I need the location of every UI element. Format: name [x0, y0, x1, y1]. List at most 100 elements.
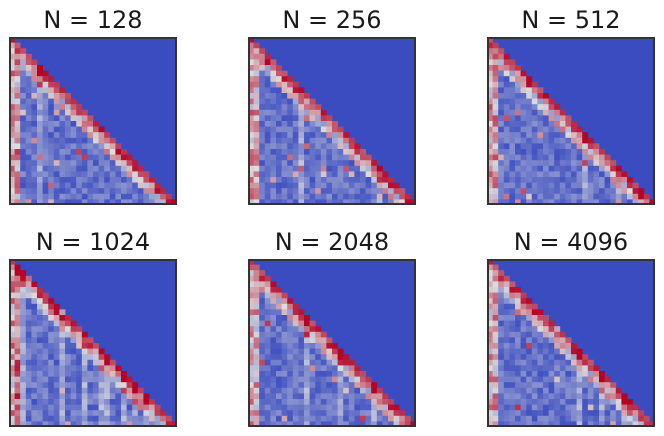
heatmap-cell: [281, 87, 288, 94]
heatmap-cell: [37, 410, 43, 417]
heatmap-cell: [98, 365, 105, 372]
heatmap-cell: [326, 143, 333, 150]
heatmap-cell: [348, 193, 355, 200]
heatmap-cell: [354, 182, 361, 189]
heatmap-cell: [292, 137, 299, 144]
heatmap-cell: [604, 387, 611, 394]
heatmap-cell: [259, 387, 266, 394]
heatmap-cell: [20, 149, 27, 155]
heatmap-cell: [509, 165, 516, 172]
heatmap-cell: [503, 371, 510, 377]
heatmap-cell: [14, 93, 21, 99]
heatmap-cell: [253, 281, 260, 288]
heatmap-cell: [287, 188, 294, 195]
heatmap-cell: [276, 126, 282, 133]
heatmap-cell: [248, 177, 254, 183]
heatmap-cell: [492, 287, 499, 293]
heatmap-cell: [253, 410, 260, 417]
heatmap-cell: [565, 188, 572, 195]
heatmap-cell: [98, 132, 105, 139]
heatmap-cell: [304, 98, 310, 105]
heatmap-cell: [543, 365, 549, 372]
heatmap-cell: [526, 309, 533, 316]
heatmap-cell: [281, 149, 288, 155]
heatmap-cell: [320, 387, 327, 394]
heatmap-cell: [253, 53, 260, 60]
heatmap-cell: [487, 171, 493, 178]
heatmap-cell: [264, 382, 271, 389]
heatmap-cell: [253, 160, 260, 167]
heatmap-cell: [65, 343, 71, 349]
heatmap-cell: [9, 171, 15, 178]
heatmap-cell: [320, 149, 327, 155]
heatmap-cell: [515, 326, 521, 333]
heatmap-cell: [53, 132, 60, 139]
heatmap-cell: [509, 348, 516, 355]
heatmap-cell: [515, 399, 521, 405]
heatmap-cell: [576, 404, 583, 411]
heatmap-cell: [576, 348, 583, 355]
heatmap-cell: [571, 165, 577, 172]
heatmap-cell: [537, 320, 544, 327]
heatmap-cell: [20, 399, 27, 405]
heatmap-cell: [70, 354, 77, 361]
heatmap-cell: [270, 87, 277, 94]
heatmap-cell: [281, 393, 288, 400]
heatmap-cell: [309, 126, 316, 133]
heatmap-cell: [143, 199, 150, 205]
heatmap-cell: [565, 387, 572, 394]
heatmap-cell: [537, 337, 544, 344]
heatmap-cell: [554, 199, 561, 205]
heatmap-cell: [343, 160, 350, 167]
heatmap-cell: [132, 165, 139, 172]
heatmap-cell: [31, 287, 38, 293]
heatmap-cell: [304, 399, 310, 405]
heatmap-cell: [565, 199, 572, 205]
heatmap-cell: [65, 376, 71, 383]
heatmap-cell: [9, 188, 15, 195]
heatmap-cell: [587, 382, 594, 389]
heatmap-plot: [248, 37, 416, 205]
heatmap-cell: [348, 143, 355, 150]
heatmap-cell: [503, 98, 510, 105]
heatmap-cell: [343, 149, 350, 155]
heatmap-cell: [332, 415, 338, 422]
heatmap-cell: [87, 365, 94, 372]
heatmap-cell: [554, 331, 561, 338]
heatmap-cell: [531, 165, 538, 172]
heatmap-cell: [287, 359, 294, 366]
heatmap-cell: [59, 154, 66, 161]
heatmap-cell: [42, 421, 49, 427]
heatmap-cell: [14, 87, 21, 94]
heatmap-cell: [565, 393, 572, 400]
heatmap-cell: [587, 359, 594, 366]
heatmap-cell: [276, 87, 282, 94]
heatmap-cell: [554, 137, 561, 144]
heatmap-cell: [253, 382, 260, 389]
heatmap-cell: [326, 165, 333, 172]
heatmap-cell: [9, 415, 15, 422]
heatmap-cell: [37, 315, 43, 321]
heatmap-cell: [98, 199, 105, 205]
heatmap-cell: [509, 137, 516, 144]
heatmap-cell: [304, 382, 310, 389]
heatmap-cell: [70, 421, 77, 427]
heatmap-cell: [548, 326, 555, 333]
heatmap-cell: [270, 165, 277, 172]
heatmap-cell: [264, 132, 271, 139]
heatmap-cell: [565, 182, 572, 189]
heatmap-cell: [492, 309, 499, 316]
heatmap-cell: [281, 410, 288, 417]
heatmap-cell: [531, 154, 538, 161]
heatmap-cell: [520, 177, 527, 183]
heatmap-cell: [9, 132, 15, 139]
panel-n512: N = 512: [487, 0, 655, 210]
heatmap-cell: [582, 165, 589, 172]
heatmap-cell: [487, 59, 493, 66]
heatmap-cell: [593, 365, 600, 372]
heatmap-cell: [81, 143, 88, 150]
heatmap-cell: [376, 415, 383, 422]
heatmap-cell: [492, 315, 499, 321]
heatmap-cell: [281, 193, 288, 200]
heatmap-cell: [632, 193, 639, 200]
